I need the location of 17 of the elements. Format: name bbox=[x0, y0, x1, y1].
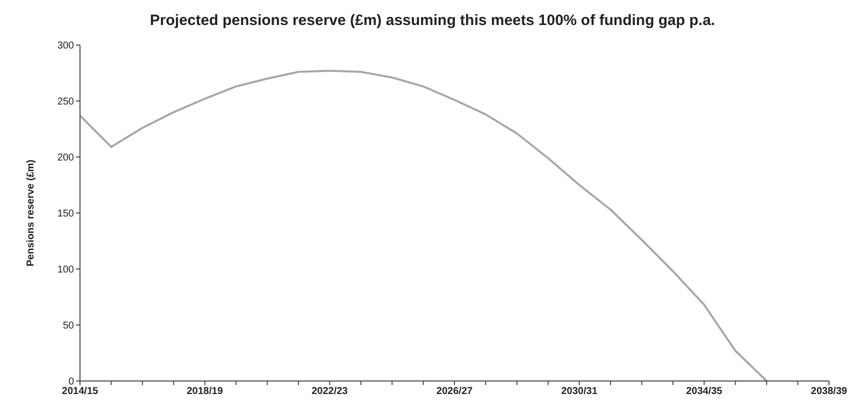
y-tick-label: 50 bbox=[62, 320, 74, 332]
y-tick-label: 200 bbox=[57, 152, 74, 164]
y-tick-label: 100 bbox=[57, 264, 74, 276]
y-axis-title: Pensions reserve (£m) bbox=[26, 160, 37, 266]
y-tick-label: 0 bbox=[68, 376, 74, 388]
x-tick-label: 2030/31 bbox=[561, 386, 598, 398]
x-tick-label: 2026/27 bbox=[436, 386, 474, 398]
chart-title: Projected pensions reserve (£m) assuming this meets 100% of funding gap p.a. bbox=[148, 11, 716, 29]
x-tick-label: 2034/35 bbox=[686, 386, 723, 398]
y-tick-label: 300 bbox=[57, 40, 74, 52]
x-tick-label: 2018/19 bbox=[186, 386, 224, 398]
y-tick-label: 250 bbox=[57, 96, 74, 108]
line-series bbox=[79, 70, 768, 381]
x-tick-label: 2038/39 bbox=[810, 386, 848, 398]
x-tick-label: 2014/15 bbox=[62, 386, 99, 398]
y-tick-label: 150 bbox=[57, 208, 74, 220]
x-tick-label: 2022/23 bbox=[312, 386, 348, 398]
